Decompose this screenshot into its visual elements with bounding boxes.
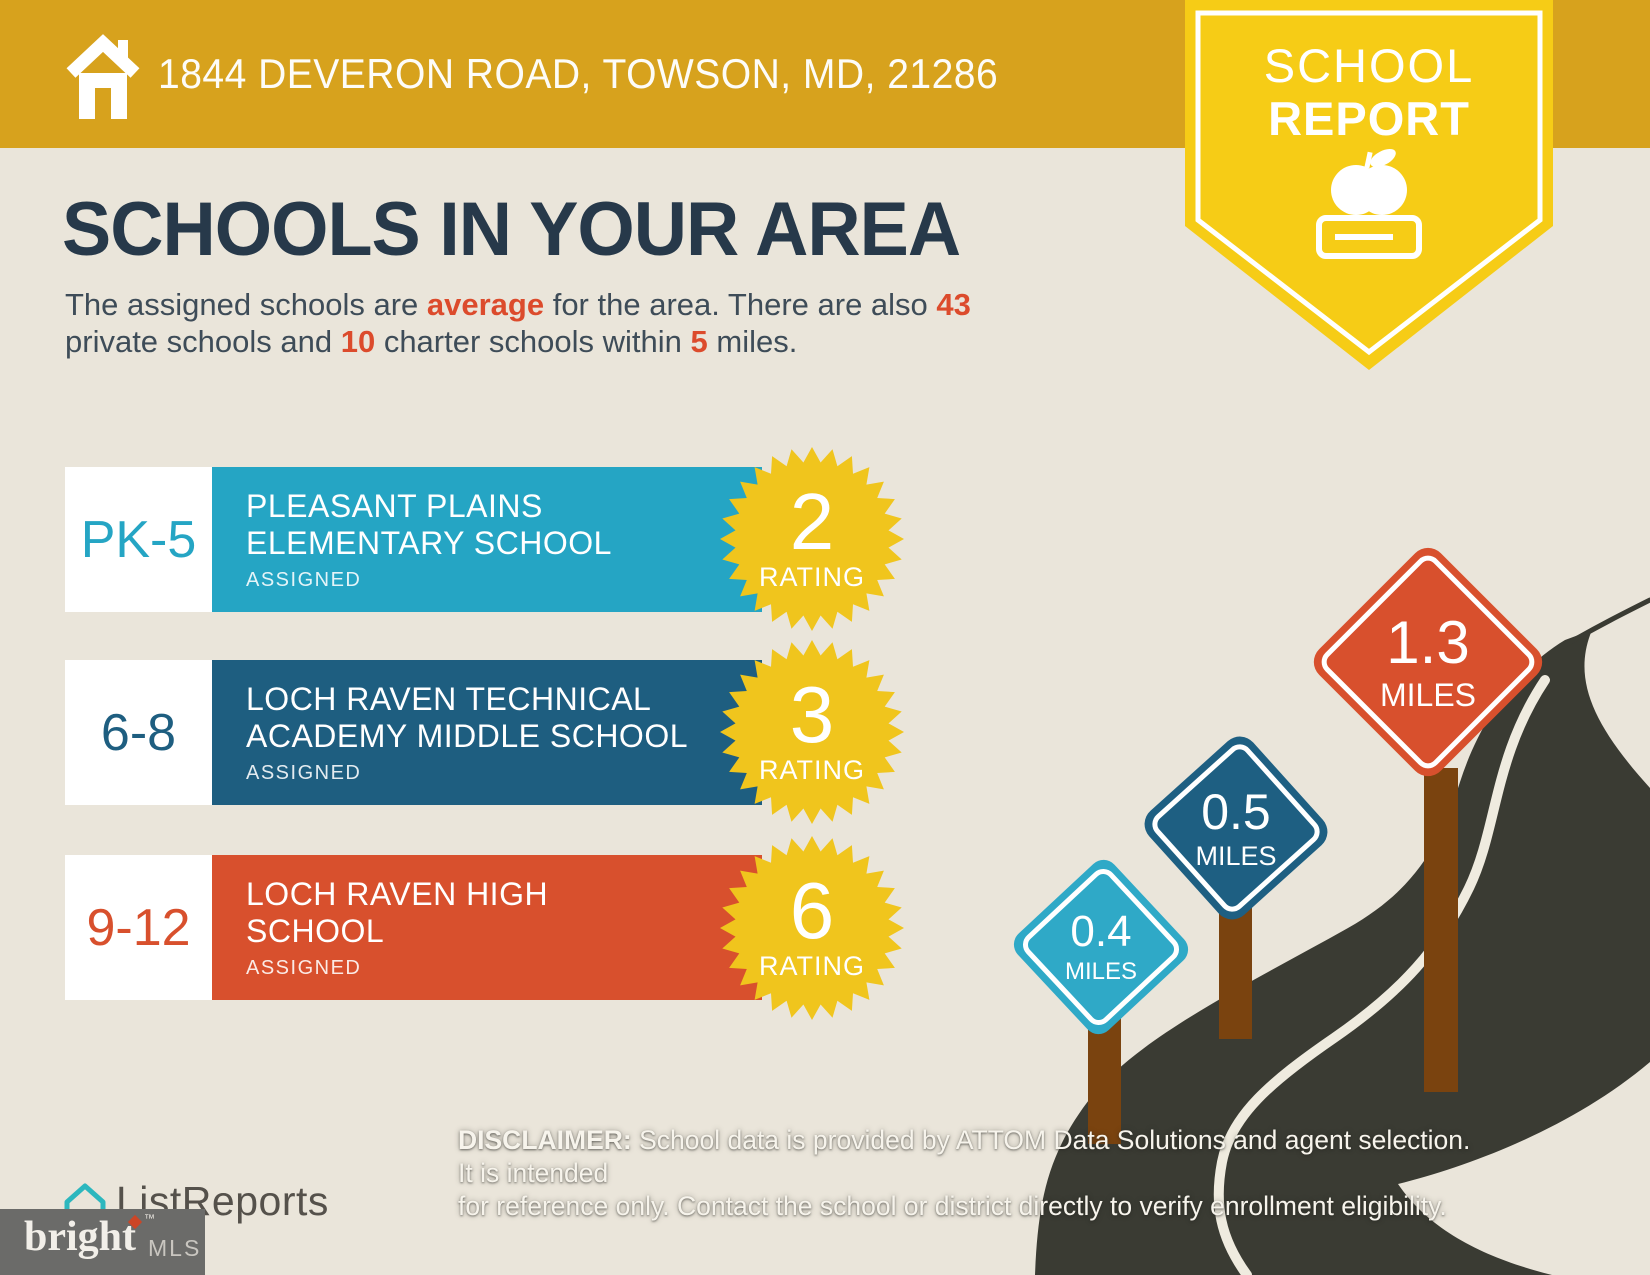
- rating-value: 3: [789, 669, 835, 759]
- diamond-sign-shape: 0.5 MILES: [1137, 729, 1335, 927]
- sign-post: [1088, 1018, 1121, 1144]
- school-name: LOCH RAVEN TECHNICAL ACADEMY MIDDLE SCHO…: [246, 681, 762, 755]
- trademark-symbol: ™: [144, 1213, 155, 1225]
- bright-mls-logo: bright ™ MLS: [0, 1209, 205, 1275]
- sign-post: [1219, 903, 1252, 1039]
- school-bar: LOCH RAVEN TECHNICAL ACADEMY MIDDLE SCHO…: [212, 660, 762, 805]
- rating-burst-elementary: 2 RATING: [719, 446, 905, 632]
- summary-highlight-radius: 5: [690, 324, 708, 359]
- summary-segment: miles.: [707, 324, 798, 359]
- rating-burst-high: 6 RATING: [719, 835, 905, 1021]
- summary-highlight-private-count: 43: [936, 287, 971, 322]
- road-vanishing-tail: [1557, 597, 1650, 651]
- rating-value: 2: [789, 476, 835, 566]
- distance-unit: MILES: [1064, 958, 1138, 985]
- assigned-label: ASSIGNED: [246, 956, 362, 979]
- school-name-line1: LOCH RAVEN HIGH: [246, 875, 549, 912]
- school-name: LOCH RAVEN HIGH SCHOOL: [246, 876, 762, 950]
- ribbon-title-line1: SCHOOL: [1263, 39, 1475, 92]
- summary-segment: charter schools within: [375, 324, 691, 359]
- road-center-line: [1213, 675, 1550, 1275]
- school-bar: PLEASANT PLAINS ELEMENTARY SCHOOL ASSIGN…: [212, 467, 762, 612]
- summary-segment: for the area. There are also: [544, 287, 937, 322]
- disclaimer-line2: for reference only. Contact the school o…: [458, 1191, 1447, 1221]
- rating-label: RATING: [759, 950, 865, 981]
- school-name-line2: ELEMENTARY SCHOOL: [246, 524, 612, 561]
- school-name-line1: PLEASANT PLAINS: [246, 487, 543, 524]
- disclaimer-text: DISCLAIMER: School data is provided by A…: [458, 1124, 1488, 1223]
- distance-unit: MILES: [1195, 840, 1277, 871]
- bright-wordmark: bright: [24, 1214, 137, 1260]
- rating-label: RATING: [759, 561, 865, 592]
- school-name-line1: LOCH RAVEN TECHNICAL: [246, 680, 652, 717]
- rating-burst-middle: 3 RATING: [719, 639, 905, 825]
- summary-segment: private schools and: [65, 324, 341, 359]
- ribbon-title-line2: REPORT: [1268, 91, 1470, 145]
- rating-value: 6: [789, 865, 835, 955]
- school-name: PLEASANT PLAINS ELEMENTARY SCHOOL: [246, 488, 762, 562]
- distance-value: 1.3: [1386, 609, 1470, 676]
- disclaimer-label: DISCLAIMER:: [458, 1125, 632, 1155]
- grade-range-badge: 6-8: [65, 660, 212, 805]
- distance-value: 0.5: [1201, 783, 1271, 840]
- summary-highlight-average: average: [426, 287, 545, 322]
- diamond-sign-shape: 1.3 MILES: [1306, 540, 1550, 784]
- disclaimer-line1: School data is provided by ATTOM Data So…: [458, 1125, 1471, 1188]
- assigned-label: ASSIGNED: [246, 761, 362, 784]
- summary-highlight-charter-count: 10: [340, 324, 376, 359]
- mls-wordmark: MLS: [148, 1235, 202, 1261]
- school-name-line2: ACADEMY MIDDLE SCHOOL: [246, 717, 688, 754]
- summary-text: The assigned schools are average for the…: [65, 286, 1145, 360]
- grade-range-badge: 9-12: [65, 855, 212, 1000]
- apple-on-book-icon: [1316, 148, 1422, 259]
- sign-post: [1424, 768, 1458, 1092]
- grade-range-badge: PK-5: [65, 467, 212, 612]
- school-name-line2: SCHOOL: [246, 912, 385, 949]
- home-icon: [66, 26, 140, 127]
- page-title: SCHOOLS IN YOUR AREA: [62, 187, 961, 272]
- distance-unit: MILES: [1379, 677, 1477, 713]
- assigned-label: ASSIGNED: [246, 568, 362, 591]
- summary-segment: The assigned schools are: [65, 287, 427, 322]
- property-address: 1844 DEVERON ROAD, TOWSON, MD, 21286: [158, 50, 999, 97]
- distance-value: 0.4: [1070, 907, 1132, 956]
- ribbon-title: SCHOOL REPORT: [1185, 39, 1553, 145]
- school-bar: LOCH RAVEN HIGH SCHOOL ASSIGNED: [212, 855, 762, 1000]
- rating-label: RATING: [759, 754, 865, 785]
